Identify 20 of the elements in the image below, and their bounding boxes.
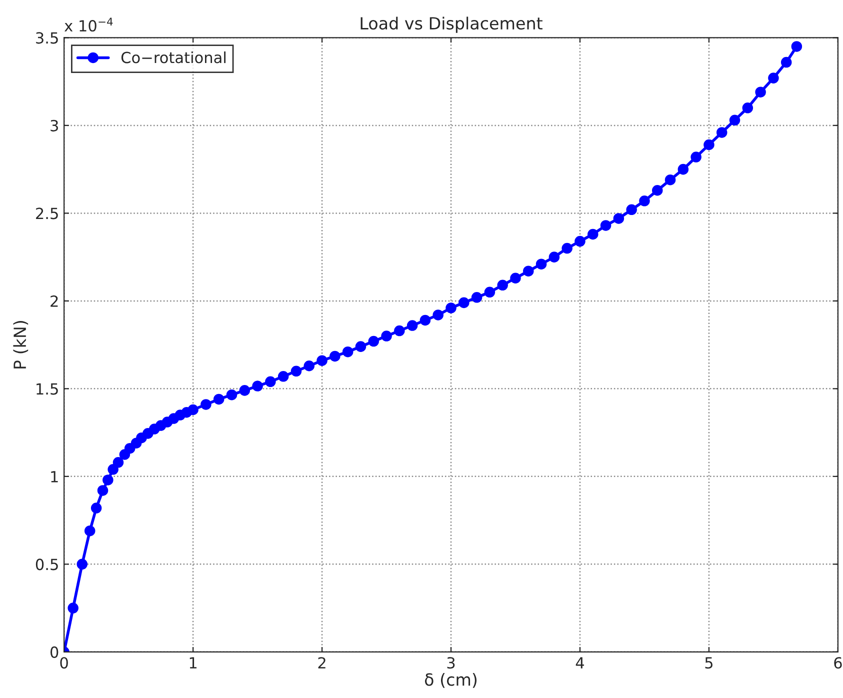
x-tick-label: 2 bbox=[318, 657, 326, 668]
x-tick-label: 3 bbox=[447, 657, 455, 669]
x-tick-label: 4 bbox=[576, 657, 584, 668]
y-tick-label: 1.5 bbox=[36, 383, 58, 395]
x-axis-title: δ (cm) bbox=[424, 672, 477, 688]
y-tick-label: 2 bbox=[50, 295, 58, 307]
y-tick-label: 0.5 bbox=[36, 558, 58, 570]
y-tick-label: 2.5 bbox=[36, 208, 58, 220]
chart-title: Load vs Displacement bbox=[360, 16, 542, 33]
x-tick-label: 5 bbox=[705, 657, 712, 669]
x-tick-label: 6 bbox=[834, 657, 842, 669]
text: x 10$^{−4}$ bbox=[64, 18, 113, 32]
y-tick-label: 0 bbox=[50, 646, 58, 658]
y-tick-label: 1 bbox=[51, 471, 58, 482]
y-tick-label: 3 bbox=[50, 120, 58, 132]
x-tick-label: 0 bbox=[60, 657, 68, 669]
x-tick-label: 1 bbox=[190, 657, 196, 668]
legend-label: Co−rotational bbox=[121, 51, 226, 64]
y-tick-label: 3.5 bbox=[36, 32, 58, 44]
y-axis-title: P (kN) bbox=[13, 321, 28, 368]
